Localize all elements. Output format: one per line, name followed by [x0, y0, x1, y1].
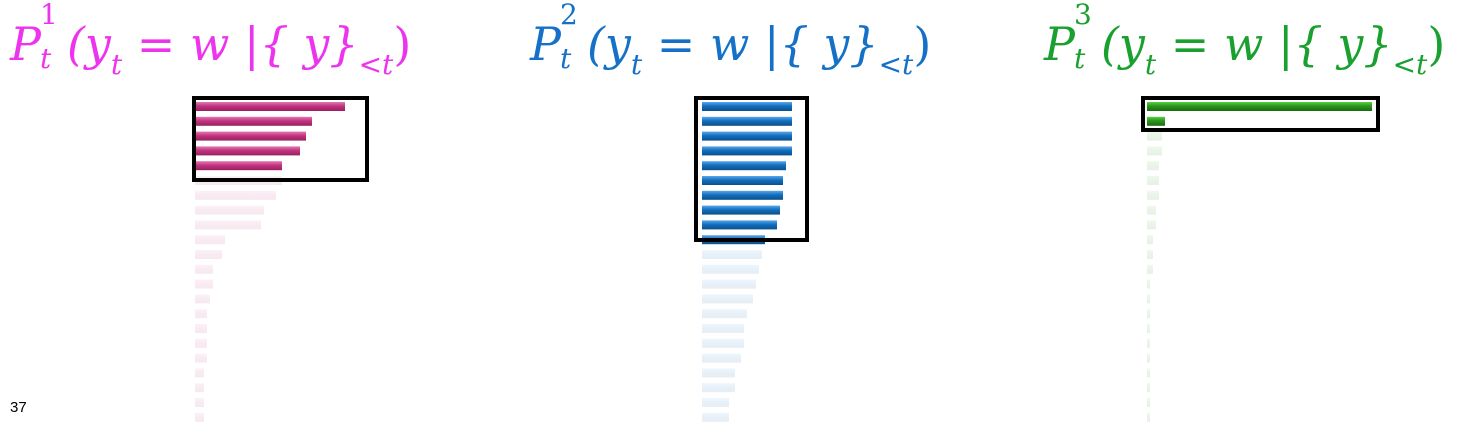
- prob-bar: [1147, 279, 1150, 289]
- superscript: 1: [40, 0, 58, 31]
- prob-bar: [1147, 398, 1150, 407]
- superscript: 2: [560, 0, 578, 31]
- formula-p3: P 3 t (yt = w |{ y}<t): [1044, 0, 1446, 105]
- prob-bar: [1147, 353, 1150, 363]
- subscript-lt: <t: [358, 48, 394, 81]
- prob-bar: [702, 412, 729, 422]
- prob-bar: [1147, 190, 1159, 200]
- prob-bar: [702, 368, 735, 378]
- prob-bar: [1147, 102, 1372, 111]
- prob-bar: [702, 279, 756, 289]
- subscript: t: [560, 42, 572, 75]
- prob-bar: [702, 294, 753, 304]
- prob-bar: [1147, 294, 1150, 304]
- panel-3-bars: [1147, 102, 1372, 422]
- prob-bar: [195, 294, 210, 304]
- prob-bar: [1147, 338, 1150, 348]
- prob-bar: [1147, 205, 1156, 215]
- formula-eq: = w |{ y}: [1170, 17, 1393, 71]
- page-number: 37: [10, 399, 27, 416]
- prob-bar: [1147, 146, 1162, 156]
- highlight-box: [694, 96, 809, 242]
- prob-bar: [702, 131, 792, 141]
- prob-bar: [1147, 412, 1150, 422]
- prob-bar: [1147, 220, 1156, 230]
- prob-bar: [195, 398, 204, 407]
- prob-bar: [1147, 383, 1150, 393]
- prob-bar: [702, 383, 735, 393]
- formula-eq: = w |{ y}: [136, 17, 359, 71]
- highlight-box: [1141, 96, 1380, 132]
- panel-2-bars: [702, 102, 792, 422]
- prob-bar: [702, 264, 759, 274]
- prob-bar: [702, 116, 792, 126]
- prob-bar: [1147, 309, 1150, 319]
- prob-bar: [1147, 116, 1165, 126]
- prob-bar: [195, 412, 204, 422]
- prob-bar: [702, 353, 741, 363]
- prob-bar: [702, 161, 786, 171]
- prob-bar: [1147, 324, 1150, 333]
- formula-p2: P 2 t (yt = w |{ y}<t): [530, 0, 932, 105]
- prob-bar: [195, 190, 276, 200]
- formula-open: (y: [586, 17, 631, 71]
- prob-bar: [702, 398, 729, 407]
- prob-bar: [702, 338, 744, 348]
- prob-bar: [195, 353, 207, 363]
- prob-bar: [1147, 368, 1150, 378]
- prob-bar: [702, 176, 783, 185]
- subscript-lt: <t: [878, 48, 914, 81]
- prob-bar: [702, 309, 747, 319]
- prob-bar: [702, 146, 792, 156]
- prob-bar: [1147, 235, 1153, 245]
- prob-bar: [195, 116, 312, 126]
- prob-bar: [195, 235, 225, 245]
- subscript-t: t: [110, 48, 123, 81]
- prob-bar: [1147, 131, 1162, 141]
- prob-bar: [195, 205, 264, 215]
- highlight-box: [192, 96, 369, 182]
- prob-bar: [702, 250, 762, 259]
- prob-bar: [195, 279, 213, 289]
- prob-bar: [195, 368, 204, 378]
- formula-open: (y: [1100, 17, 1145, 71]
- prob-bar: [1147, 161, 1159, 171]
- prob-bar: [195, 309, 207, 319]
- prob-bar: [702, 220, 777, 230]
- prob-bar: [1147, 264, 1153, 274]
- prob-bar: [195, 131, 306, 141]
- prob-bar: [195, 324, 207, 333]
- subscript: t: [40, 42, 52, 75]
- prob-bar: [702, 102, 792, 111]
- prob-bar: [195, 102, 345, 111]
- prob-bar: [702, 190, 783, 200]
- prob-bar: [195, 220, 261, 230]
- prob-bar: [1147, 250, 1153, 259]
- formula-p1: P 1 t (yt = w |{ y}<t): [10, 0, 412, 105]
- subscript-lt: <t: [1392, 48, 1428, 81]
- prob-bar: [702, 324, 744, 333]
- formula-eq: = w |{ y}: [656, 17, 879, 71]
- prob-bar: [195, 146, 300, 156]
- prob-bar: [195, 383, 204, 393]
- prob-bar: [195, 161, 282, 171]
- formula-close: ): [393, 17, 412, 71]
- formula-close: ): [1427, 17, 1446, 71]
- formula-close: ): [913, 17, 932, 71]
- subscript: t: [1074, 42, 1086, 75]
- panel-1-bars: [195, 102, 345, 422]
- formula-open: (y: [66, 17, 111, 71]
- superscript: 3: [1074, 0, 1092, 31]
- prob-bar: [702, 205, 780, 215]
- prob-bar: [195, 264, 213, 274]
- subscript-t: t: [630, 48, 643, 81]
- prob-bar: [1147, 176, 1159, 185]
- subscript-t: t: [1144, 48, 1157, 81]
- prob-bar: [195, 338, 207, 348]
- prob-bar: [195, 250, 222, 259]
